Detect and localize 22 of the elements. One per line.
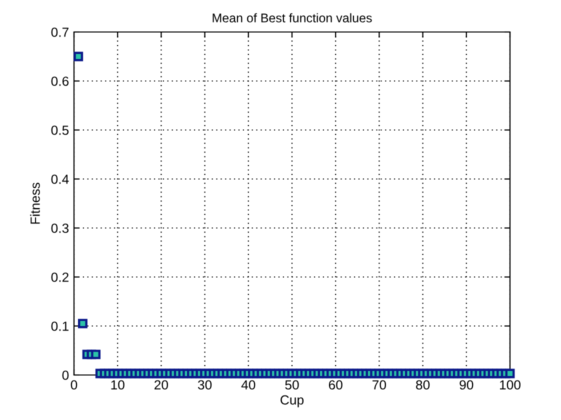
y-tick-label: 0.3: [51, 224, 69, 233]
y-tick-label: 0.2: [51, 272, 68, 282]
y-tick-label: 0.4: [51, 174, 69, 184]
x-tick-label: 10: [111, 380, 124, 390]
x-tick-label: 40: [241, 380, 256, 390]
x-tick-label: 80: [416, 380, 430, 390]
y-tick-label: 0.1: [51, 322, 68, 331]
x-tick-label: 60: [328, 380, 342, 390]
y-axis-title: Fitness: [30, 182, 40, 224]
x-tick-label: 0: [70, 380, 78, 390]
y-tick-label: 0.7: [51, 28, 68, 37]
x-tick-label: 90: [460, 380, 474, 390]
x-tick-label: 30: [198, 380, 212, 390]
x-tick-label: 100: [500, 380, 520, 390]
x-axis-title: Cup: [280, 395, 304, 408]
x-tick-label: 20: [154, 380, 168, 390]
x-tick-label: 50: [285, 380, 299, 390]
y-tick-label: 0.5: [51, 126, 69, 135]
y-tick-label: 0: [62, 370, 69, 380]
x-tick-label: 70: [372, 380, 386, 390]
chart-title: Mean of Best function values: [212, 13, 372, 22]
y-tick-label: 0.6: [51, 76, 69, 86]
